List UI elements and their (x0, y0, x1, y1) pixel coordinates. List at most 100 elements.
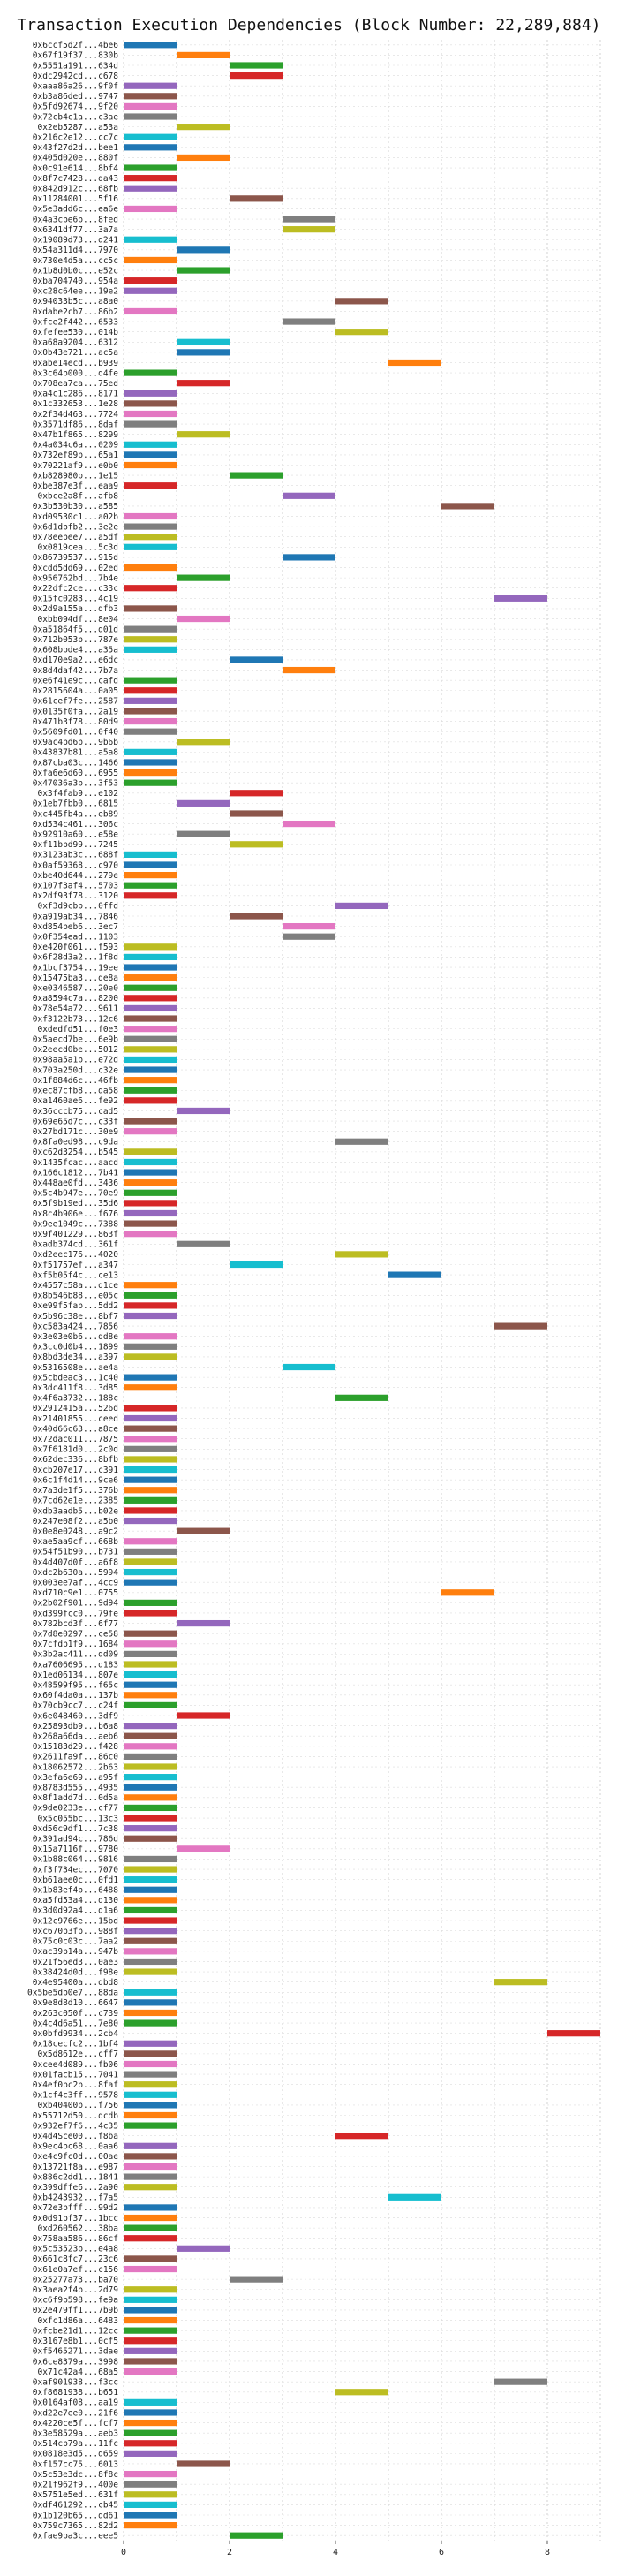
transaction-bar (124, 512, 177, 520)
transaction-label: 0x5b96c38e...8bf7 (33, 1312, 118, 1322)
transaction-label: 0x9ee1049c...7388 (33, 1219, 119, 1229)
transaction-label: 0xdb3aadb5...b02e (33, 1506, 119, 1516)
transaction-label: 0x471b3f78...80d9 (33, 717, 119, 727)
transaction-label: 0x1ed06134...807e (33, 1671, 119, 1680)
transaction-bar (177, 338, 230, 345)
transaction-label: 0x712b053b...787e (33, 635, 119, 645)
transaction-label: 0xd260562...38ba (37, 2224, 118, 2233)
transaction-label: 0x4220ce5f...fcf7 (33, 2419, 118, 2428)
transaction-bar (124, 1763, 177, 1770)
transaction-bar (124, 1004, 177, 1012)
transaction-bar (124, 2214, 177, 2222)
transaction-label: 0xdc2942cd...c678 (33, 72, 119, 81)
transaction-bar (124, 1917, 177, 1924)
transaction-label: 0x61e0a7ef...c156 (33, 2265, 119, 2275)
transaction-bar (124, 1630, 177, 1637)
transaction-label: 0x1c332653...1e28 (33, 399, 119, 409)
transaction-label: 0xe420f061...f593 (33, 943, 118, 952)
transaction-bar (441, 1589, 494, 1596)
transaction-bar (124, 2009, 177, 2017)
transaction-label: 0x3cc0d0b4...1899 (33, 1343, 119, 1352)
transaction-bar (124, 2224, 177, 2231)
transaction-bar (124, 625, 177, 633)
transaction-bar (124, 307, 177, 315)
transaction-label: 0x3b530b30...a585 (33, 502, 118, 511)
transaction-label: 0xb40400b...f756 (37, 2101, 118, 2110)
transaction-bar (124, 1548, 177, 1555)
transaction-label: 0x7cd62e1e...2385 (33, 1496, 118, 1506)
transaction-bar (124, 1333, 177, 1340)
transaction-bar (124, 1128, 177, 1135)
transaction-label: 0x8fa0ed98...c9da (33, 1138, 118, 1148)
transaction-label: 0x78e54a72...9611 (33, 1004, 119, 1014)
transaction-bar (124, 2102, 177, 2109)
transaction-bar (124, 892, 177, 899)
transaction-label: 0xfce2f442...6533 (33, 317, 118, 327)
transaction-bar (177, 2245, 230, 2252)
transaction-label: 0x0e8e0248...a9c2 (33, 1527, 118, 1536)
transaction-bar (124, 390, 177, 397)
transaction-label: 0xd534c461...306c (33, 820, 118, 830)
transaction-bar (283, 666, 335, 674)
transaction-label: 0xf3122b73...12c6 (33, 1014, 119, 1024)
transaction-label: 0x6d1dbfb2...3e2e (33, 522, 119, 532)
transaction-label: 0xaaa86a26...9f0f (33, 82, 118, 92)
transaction-bar (124, 1866, 177, 1873)
transaction-bar (177, 431, 230, 438)
transaction-label: 0x2b02f901...9d94 (33, 1599, 119, 1609)
transaction-label: 0xe6f41e9c...cafd (33, 676, 118, 686)
transaction-bar (283, 554, 335, 561)
transaction-label: 0xa51864f5...d01d (33, 625, 118, 634)
transaction-label: 0xf157cc75...6013 (33, 2459, 118, 2469)
transaction-label: 0xbb094df...8e04 (37, 615, 118, 625)
transaction-label: 0x5aecd7be...6e9b (33, 1035, 119, 1045)
transaction-bar (124, 728, 177, 735)
transaction-label: 0x21401855...ceed (33, 1414, 118, 1424)
transaction-bar (124, 748, 177, 755)
transaction-label: 0x6e048460...3df9 (33, 1711, 119, 1721)
transaction-label: 0x7f6181d0...2c0d (33, 1445, 118, 1455)
transaction-label: 0x3b2ac411...dd09 (33, 1650, 119, 1660)
transaction-bar (124, 482, 177, 489)
transaction-bar (124, 1815, 177, 1822)
transaction-bar (124, 1804, 177, 1812)
transaction-bar (124, 851, 177, 858)
transaction-bar (124, 646, 177, 653)
transaction-label: 0xa7606695...d183 (33, 1660, 118, 1670)
transaction-label: 0x11284001...5f16 (33, 194, 119, 204)
chart-title: Transaction Execution Dependencies (Bloc… (17, 16, 601, 34)
transaction-bar (441, 503, 494, 510)
transaction-bar (124, 1312, 177, 1320)
transaction-bar (124, 1937, 177, 1944)
transaction-bar (124, 2296, 177, 2303)
transaction-label: 0x5f9b19ed...35d6 (33, 1199, 119, 1208)
transaction-label: 0x22dfc2ce...c33c (33, 584, 118, 594)
transaction-label: 0x1bcf3754...19ee (33, 963, 119, 973)
transaction-bar (124, 1496, 177, 1504)
transaction-label: 0x9e8d8d10...6647 (33, 1998, 118, 2008)
transaction-bar (124, 2512, 177, 2519)
transaction-bar (124, 1302, 177, 1309)
transaction-label: 0x3dc411f8...3d85 (33, 1383, 118, 1393)
transaction-bar (124, 1897, 177, 1904)
transaction-bar (124, 1732, 177, 1739)
transaction-label: 0xfa6e6d60...6955 (33, 769, 118, 778)
transaction-label: 0x72cb4c1a...c3ae (33, 112, 119, 122)
transaction-bar (124, 1035, 177, 1042)
x-tick-label: 0 (121, 2548, 126, 2557)
transaction-label: 0x7a3de1f5...376b (33, 1486, 119, 1496)
transaction-label: 0x3e58529a...aeb3 (33, 2428, 118, 2438)
transaction-label: 0xb3a86ded...9747 (33, 92, 118, 102)
transaction-label: 0xf51757ef...a347 (33, 1261, 118, 1270)
transaction-bar (124, 1825, 177, 1832)
transaction-label: 0x0bfd9934...2cb4 (33, 2029, 119, 2039)
transaction-bar (124, 2491, 177, 2498)
transaction-bar (124, 2419, 177, 2427)
transaction-bar (494, 595, 547, 602)
transaction-bar (124, 2111, 177, 2119)
transaction-bar (124, 1436, 177, 1443)
transaction-bar (124, 943, 177, 951)
transaction-label: 0x0164af08...aa19 (33, 2398, 119, 2408)
transaction-bar (124, 2153, 177, 2160)
transaction-bar (230, 790, 283, 797)
